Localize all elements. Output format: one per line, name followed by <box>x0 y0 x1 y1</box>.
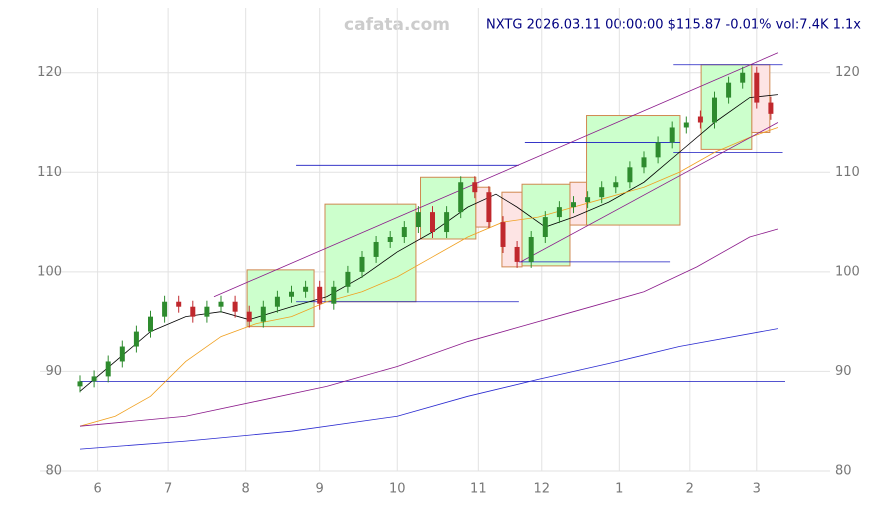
candle-body <box>712 97 717 123</box>
candle-body <box>528 237 534 262</box>
overlay-line <box>79 228 779 427</box>
candle-body <box>458 182 464 213</box>
overlay-line <box>79 94 778 392</box>
candle-body <box>655 142 661 158</box>
candle-body <box>133 331 139 347</box>
overlay-line <box>79 127 779 427</box>
x-tick-label: 7 <box>164 482 172 497</box>
candle-body <box>317 286 323 304</box>
candle-body <box>289 291 294 297</box>
candle-body <box>641 157 647 168</box>
candle-body <box>162 301 168 317</box>
x-tick-label: 10 <box>389 482 406 497</box>
candle-body <box>571 202 576 208</box>
candle-body <box>387 237 393 242</box>
candle-body <box>740 72 746 83</box>
candle-body <box>683 122 689 128</box>
overlay-line <box>520 122 779 263</box>
x-tick-label: 1 <box>615 482 623 497</box>
x-tick-label: 9 <box>316 482 324 497</box>
x-tick-label: 8 <box>242 482 250 497</box>
candle-body <box>148 316 153 332</box>
candle-body <box>204 306 210 317</box>
candle-body <box>359 256 365 272</box>
x-tick-label: 6 <box>93 482 101 497</box>
chart-title: NXTG 2026.03.11 00:00:00 $115.87 -0.01% … <box>486 18 861 33</box>
candle-body <box>303 286 309 292</box>
y-tick-label: 100 <box>835 264 860 279</box>
overlay-line <box>213 52 779 298</box>
candle-body <box>77 381 83 387</box>
candle-body <box>697 116 703 123</box>
candle-body <box>599 187 605 198</box>
x-tick-label: 11 <box>470 482 487 497</box>
candle-body <box>119 346 125 362</box>
y-tick-label: 100 <box>37 264 62 279</box>
x-tick-label: 2 <box>686 482 694 497</box>
candle-body <box>444 212 450 233</box>
candle-body <box>430 212 435 233</box>
candle-body <box>105 361 111 377</box>
candle-body <box>627 167 633 183</box>
candle-body <box>613 182 619 188</box>
candle-body <box>669 127 675 143</box>
candle-body <box>726 82 732 98</box>
x-tick-label: 12 <box>534 482 551 497</box>
candle-body <box>542 217 548 238</box>
y-tick-label: 90 <box>835 364 852 379</box>
candle-body <box>401 227 407 238</box>
candle-body <box>500 222 506 247</box>
y-tick-label: 80 <box>45 464 62 479</box>
x-tick-label: 3 <box>753 482 761 497</box>
candle-body <box>274 296 280 307</box>
candle-body <box>373 241 379 257</box>
zone <box>586 115 681 226</box>
candle-body <box>486 192 492 223</box>
candle-body <box>190 306 196 317</box>
zone <box>324 203 417 303</box>
candle-body <box>754 72 760 103</box>
candle-body <box>768 102 774 114</box>
overlay-line <box>79 328 779 450</box>
candle-body <box>260 306 266 322</box>
candle-body <box>585 197 591 203</box>
candle-body <box>232 301 238 312</box>
candle-body <box>556 207 562 218</box>
candle-body <box>331 286 337 304</box>
candle-body <box>218 301 224 307</box>
candle-body <box>246 311 252 322</box>
y-tick-label: 90 <box>45 364 62 379</box>
y-tick-label: 80 <box>835 464 852 479</box>
candle-body <box>415 212 421 228</box>
candle-body <box>176 301 182 307</box>
y-tick-label: 120 <box>835 65 860 80</box>
candle-body <box>91 376 97 382</box>
y-tick-label: 110 <box>835 165 860 180</box>
candle-body <box>472 182 478 193</box>
y-tick-label: 120 <box>37 65 62 80</box>
y-tick-label: 110 <box>37 165 62 180</box>
candle-body <box>514 246 520 262</box>
candle-body <box>345 271 351 287</box>
